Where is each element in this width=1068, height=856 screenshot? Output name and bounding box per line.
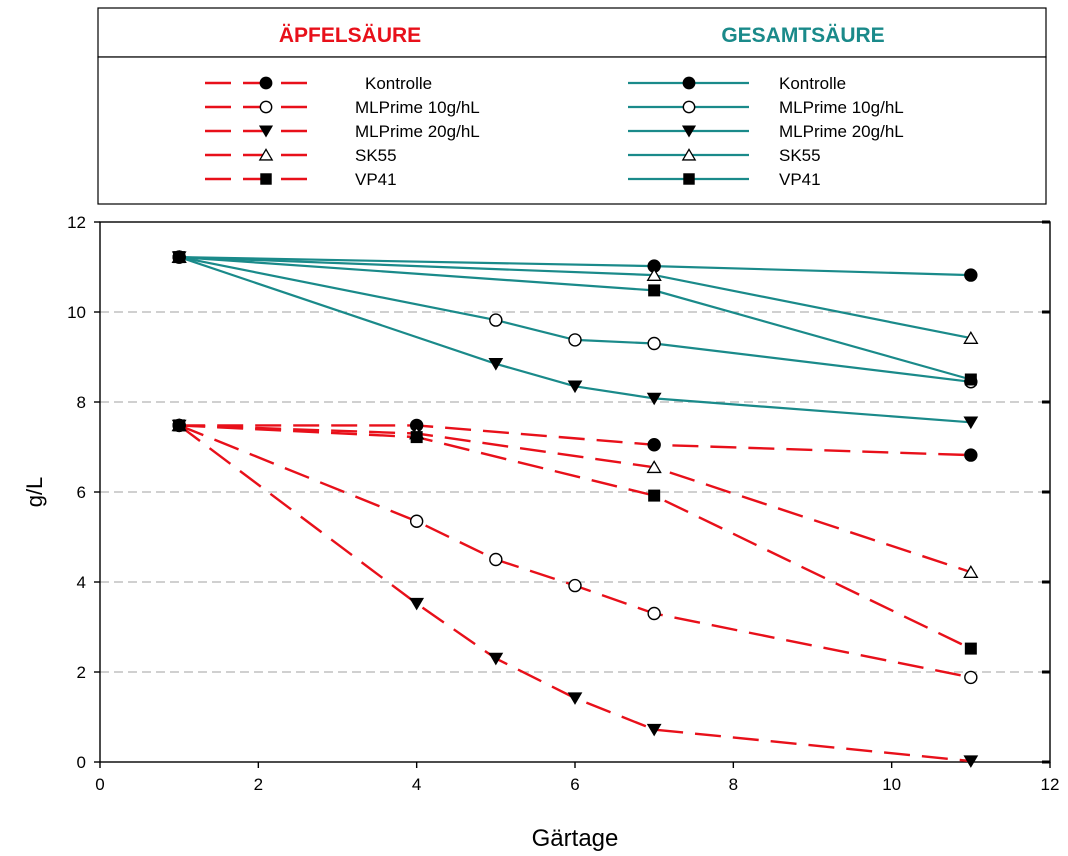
x-tick-label: 0: [95, 775, 104, 794]
total-data-point: [963, 330, 979, 344]
legend-marker-total: [682, 100, 696, 114]
malic-data-point: [646, 460, 662, 474]
legend-label-total: SK55: [779, 146, 821, 165]
malic-series-line: [179, 424, 971, 457]
legend-marker-total: [682, 76, 696, 90]
x-tick-label: 8: [729, 775, 738, 794]
malic-data-point: [964, 670, 978, 685]
legend-marker-total: [681, 125, 697, 138]
series-lines: [178, 256, 972, 763]
legend-marker-malic: [260, 173, 272, 185]
total-data-point: [964, 373, 977, 386]
malic-data-point: [648, 489, 661, 502]
x-tick-label: 12: [1041, 775, 1060, 794]
y-axis-label: g/L: [22, 477, 47, 508]
y-tick-label: 0: [77, 753, 86, 772]
malic-data-point: [646, 723, 662, 737]
legend-label-malic: VP41: [355, 170, 397, 189]
legend-label-total: MLPrime 10g/hL: [779, 98, 904, 117]
legend-label-total: VP41: [779, 170, 821, 189]
total-data-point: [488, 358, 504, 371]
x-tick-label: 4: [412, 775, 421, 794]
legend-marker-malic: [258, 148, 274, 161]
legend-title-box: [97, 7, 1047, 58]
legend-label-malic: SK55: [355, 146, 397, 165]
total-data-point: [647, 336, 661, 351]
x-tick-label: 6: [570, 775, 579, 794]
legend-marker-malic: [259, 100, 273, 114]
legend-label-total: Kontrolle: [779, 74, 846, 93]
malic-data-point: [963, 564, 979, 578]
total-data-point: [648, 284, 661, 297]
malic-series-line: [179, 424, 972, 574]
legend-marker-malic: [258, 125, 274, 138]
total-data-point: [964, 268, 978, 282]
legend-label-total: MLPrime 20g/hL: [779, 122, 904, 141]
malic-data-point: [488, 652, 504, 666]
legend-title-total: GESAMTSÄURE: [721, 24, 884, 47]
legend-label-malic: MLPrime 10g/hL: [355, 98, 480, 117]
total-series-line: [178, 256, 971, 383]
malic-data-point: [489, 552, 503, 567]
y-tick-label: 12: [67, 213, 86, 232]
series-markers: [171, 249, 979, 768]
malic-series-line: [178, 424, 972, 679]
y-tick-label: 10: [67, 303, 86, 322]
y-tick-label: 2: [77, 663, 86, 682]
total-data-point: [567, 380, 583, 394]
total-series-line: [179, 256, 972, 381]
total-data-point: [963, 416, 979, 430]
x-tick-label: 2: [254, 775, 263, 794]
legend: ÄPFELSÄURE GESAMTSÄURE Kontrolle Kontroll…: [97, 7, 1047, 205]
legend-marker-total: [681, 148, 697, 161]
y-tick-label: 4: [77, 573, 86, 592]
legend-label-malic: Kontrolle: [365, 74, 432, 93]
malic-data-point: [964, 448, 978, 462]
malic-data-point: [410, 431, 423, 444]
y-tick-label: 6: [77, 483, 86, 502]
legend-marker-malic: [259, 76, 273, 90]
x-tick-label: 10: [882, 775, 901, 794]
malic-data-point: [409, 597, 425, 611]
legend-marker-total: [683, 173, 695, 185]
legend-title-malic: ÄPFELSÄURE: [279, 24, 421, 47]
malic-series-line: [179, 424, 972, 650]
total-data-point: [646, 392, 662, 406]
total-data-point: [568, 333, 582, 347]
malic-data-point: [964, 642, 977, 655]
malic-data-point: [647, 606, 661, 621]
malic-data-point: [409, 514, 424, 528]
total-data-point: [646, 267, 662, 281]
malic-data-point: [963, 755, 979, 768]
malic-data-point: [567, 692, 583, 705]
legend-entries-box: [97, 56, 1047, 205]
legend-entries: Kontrolle Kontrolle MLPrime 10g/hL MLPrime …: [205, 74, 904, 189]
total-data-point: [489, 313, 503, 327]
x-axis-label: Gärtage: [532, 825, 619, 852]
malic-data-point: [568, 578, 582, 593]
malic-data-point: [173, 419, 186, 432]
total-data-point: [173, 251, 186, 264]
malic-data-point: [647, 438, 661, 452]
legend-label-malic: MLPrime 20g/hL: [355, 122, 480, 141]
gridlines: [100, 311, 1050, 673]
malic-series-line: [178, 424, 971, 763]
plot-area: 0 2 4 6 8 10 12 0 2 4 6 8 10 12: [67, 213, 1059, 794]
axis-ticks: 0 2 4 6 8 10 12 0 2 4 6 8 10 12: [67, 213, 1059, 794]
y-tick-label: 8: [77, 393, 86, 412]
